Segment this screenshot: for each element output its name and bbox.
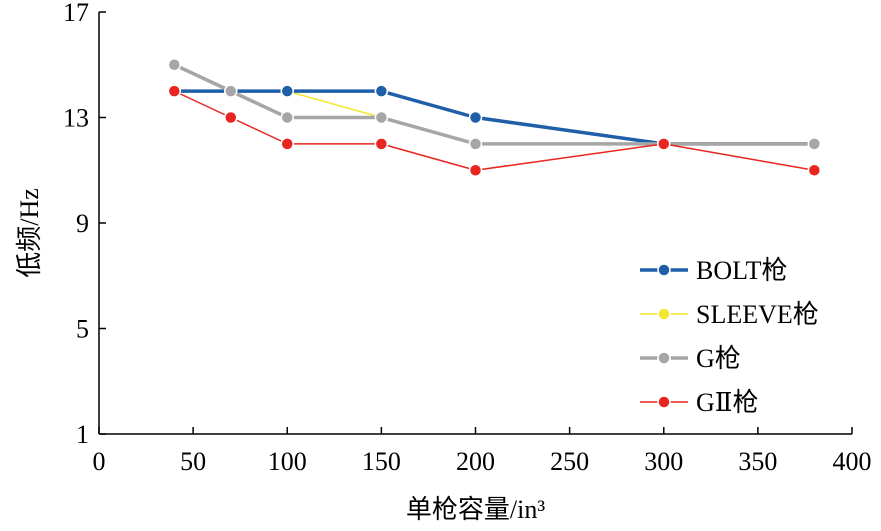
- legend-item: G枪: [640, 344, 741, 373]
- series-line: [173, 63, 815, 146]
- y-tick-label: 9: [76, 209, 89, 238]
- data-point: [167, 58, 182, 72]
- legend: BOLT枪 SLEEVE枪 G枪 GⅡ枪: [640, 256, 819, 417]
- x-tick-label: 250: [550, 447, 589, 476]
- data-point: [468, 163, 483, 177]
- data-point: [657, 137, 671, 151]
- legend-item: SLEEVE枪: [640, 300, 819, 329]
- data-point: [374, 84, 389, 98]
- data-point: [807, 137, 822, 151]
- series-layer: [167, 58, 822, 177]
- series-g: [167, 84, 822, 177]
- x-tick-label: 400: [833, 447, 872, 476]
- data-point: [280, 110, 294, 125]
- data-point: [468, 110, 483, 125]
- x-tick-label: 50: [180, 447, 206, 476]
- x-tick-label: 0: [93, 447, 106, 476]
- legend-item: BOLT枪: [640, 256, 788, 285]
- series-bolt: [167, 84, 822, 151]
- y-tick-label: 13: [63, 104, 89, 133]
- data-point: [468, 137, 483, 151]
- x-axis-label: 单枪容量/in³: [406, 495, 545, 524]
- legend-label: G枪: [696, 344, 741, 373]
- axes: 0 50 100 150 200 250 300 350 400 1 5 9 13 17: [63, 0, 872, 476]
- y-tick-label: 5: [76, 315, 89, 344]
- y-tick-label: 17: [63, 0, 89, 27]
- data-point: [167, 84, 182, 98]
- data-point: [224, 110, 238, 125]
- legend-label: BOLT枪: [696, 256, 788, 285]
- x-tick-label: 200: [456, 447, 495, 476]
- x-tick-label: 150: [362, 447, 401, 476]
- x-tick-label: 100: [268, 447, 307, 476]
- data-point: [807, 163, 822, 177]
- legend-item: GⅡ枪: [640, 388, 758, 417]
- y-axis-label: 低频/Hz: [15, 188, 44, 278]
- series-line: [173, 90, 815, 171]
- legend-marker: [657, 351, 671, 365]
- x-tick-label: 300: [644, 447, 683, 476]
- data-point: [280, 137, 294, 151]
- data-point: [224, 84, 238, 98]
- legend-marker: [657, 263, 671, 277]
- data-point: [280, 84, 294, 98]
- legend-marker: [657, 395, 671, 409]
- legend-label: GⅡ枪: [696, 388, 758, 417]
- legend-marker: [657, 307, 671, 321]
- series-g: [167, 58, 822, 151]
- y-tick-label: 1: [76, 420, 89, 449]
- data-point: [374, 137, 389, 151]
- x-tick-label: 350: [738, 447, 777, 476]
- legend-label: SLEEVE枪: [696, 300, 819, 329]
- data-point: [374, 110, 389, 125]
